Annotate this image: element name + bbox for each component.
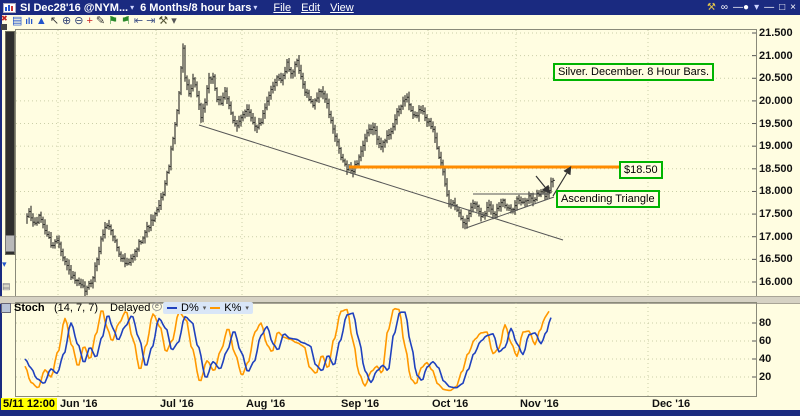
area-chart-icon[interactable]: ▲ [35,15,47,27]
toolbar-close-icon[interactable]: ✖ [1,14,8,23]
month-label: Aug '16 [246,398,286,410]
left-scrollbar-thumb[interactable] [5,235,15,252]
stoch-axis-label: 60 [759,335,772,347]
price-axis-label: 17.500 [759,208,793,221]
stoch-axis-label: 40 [759,353,772,365]
month-label: Jul '16 [160,398,194,410]
cursor-date-badge: 5/11 12:00 [1,398,57,410]
price-axis-label: 21.500 [759,27,793,39]
timeframe-caret-icon[interactable]: ▾ [253,3,258,12]
pin-icon[interactable]: —● [733,1,750,13]
price-axis-label: 17.000 [759,230,793,243]
chart-toolbar: ▤ ılı ▲ ↖ ⊕ ⊖ + ✎ ⚑ ⚑ ⇤ ⇥ ⚒ ▾ [12,15,177,28]
month-label: Oct '16 [432,398,469,410]
symbol-caret-icon[interactable]: ▾ [130,3,135,12]
stoch-legend: D% ▾ K% ▾ [163,302,253,314]
k-percent-caret-icon[interactable]: ▾ [245,305,249,312]
stoch-axis-label: 20 [759,371,772,383]
price-axis-label: 21.000 [759,49,793,62]
panel-splitter[interactable] [0,296,800,304]
k-percent-line-swatch [210,307,221,309]
titlebar-controls: ⚒ ∞ —● ▾ — □ × [706,1,796,13]
k-percent-label: K% [224,302,242,314]
note-ascending-triangle[interactable]: Ascending Triangle [556,190,660,208]
note-price-level[interactable]: $18.50 [619,161,663,179]
bar-chart-icon[interactable]: ılı [25,16,33,26]
menu-file[interactable]: File [273,1,292,14]
window-left-border [0,15,2,416]
menu-edit[interactable]: Edit [301,1,321,14]
pin-caret-icon[interactable]: ▾ [754,1,760,13]
tools-icon[interactable]: ⚒ [158,15,169,27]
price-axis-label: 18.500 [759,162,793,175]
flag-forward-icon[interactable]: ⚑ [108,15,118,27]
price-chart-plot[interactable] [0,29,800,297]
grid-toggle-icon[interactable]: ▤ [2,281,11,291]
toolbar-dropdown-icon[interactable]: ▾ [171,15,177,27]
toolbar-grip-icon[interactable] [1,24,7,30]
stoch-axis-label: 80 [759,317,772,329]
maximize-icon[interactable]: □ [779,1,786,13]
d-percent-line-swatch [167,307,177,309]
price-axis-label: 20.500 [759,72,793,85]
symbol-title[interactable]: SI Dec28'16 @NYM... [20,1,129,14]
stoch-title: Stoch [14,302,45,314]
zoom-out-icon[interactable]: ⊖ [74,15,84,27]
price-axis-label: 16.000 [759,275,793,288]
crosshair-icon[interactable]: + [86,15,93,27]
delayed-indicator-icon: e [152,302,162,311]
month-label: Sep '16 [341,398,380,410]
chart-style-icon[interactable]: ▤ [12,15,23,27]
month-label: Dec '16 [652,398,691,410]
annotate-icon[interactable]: ✎ [95,15,106,27]
timeframe-title[interactable]: 6 Months/8 hour bars [140,1,252,14]
window-bottom-bar [0,410,800,416]
price-axis-label: 19.500 [759,117,793,130]
compress-left-icon[interactable]: ⇤ [133,15,144,27]
close-icon[interactable]: × [790,1,796,13]
left-scrollbar[interactable] [5,31,15,255]
scroll-down-icon[interactable]: ▾ [2,259,7,269]
price-axis-label: 16.500 [759,253,793,266]
stoch-status: Delayed [110,302,151,314]
month-label: Nov '16 [520,398,559,410]
flag-back-icon[interactable]: ⚑ [121,15,131,27]
link-windows-icon[interactable]: ∞ [720,1,729,13]
price-axis-label: 20.000 [759,94,793,107]
compress-right-icon[interactable]: ⇥ [146,15,156,27]
wrench-icon[interactable]: ⚒ [706,1,716,13]
menu-view[interactable]: View [330,1,354,14]
cursor-icon[interactable]: ↖ [49,15,60,27]
title-bar: SI Dec28'16 @NYM... ▾ 6 Months/8 hour ba… [0,0,800,15]
d-percent-label: D% [181,302,199,314]
month-label: Jun '16 [60,398,98,410]
d-percent-caret-icon[interactable]: ▾ [202,305,207,312]
price-axis-label: 18.000 [759,185,793,198]
stoch-plot[interactable] [0,302,800,397]
note-silver[interactable]: Silver. December. 8 Hour Bars. [553,63,715,81]
chart-window-icon [3,2,16,13]
panel-grip-icon[interactable] [1,303,11,313]
k-percent-line [24,307,550,392]
d-percent-line [24,311,552,389]
stoch-params: (14, 7, 7) [54,302,99,314]
zoom-in-icon[interactable]: ⊕ [62,15,72,27]
minimize-icon[interactable]: — [764,1,775,13]
price-axis-label: 19.000 [759,140,793,153]
